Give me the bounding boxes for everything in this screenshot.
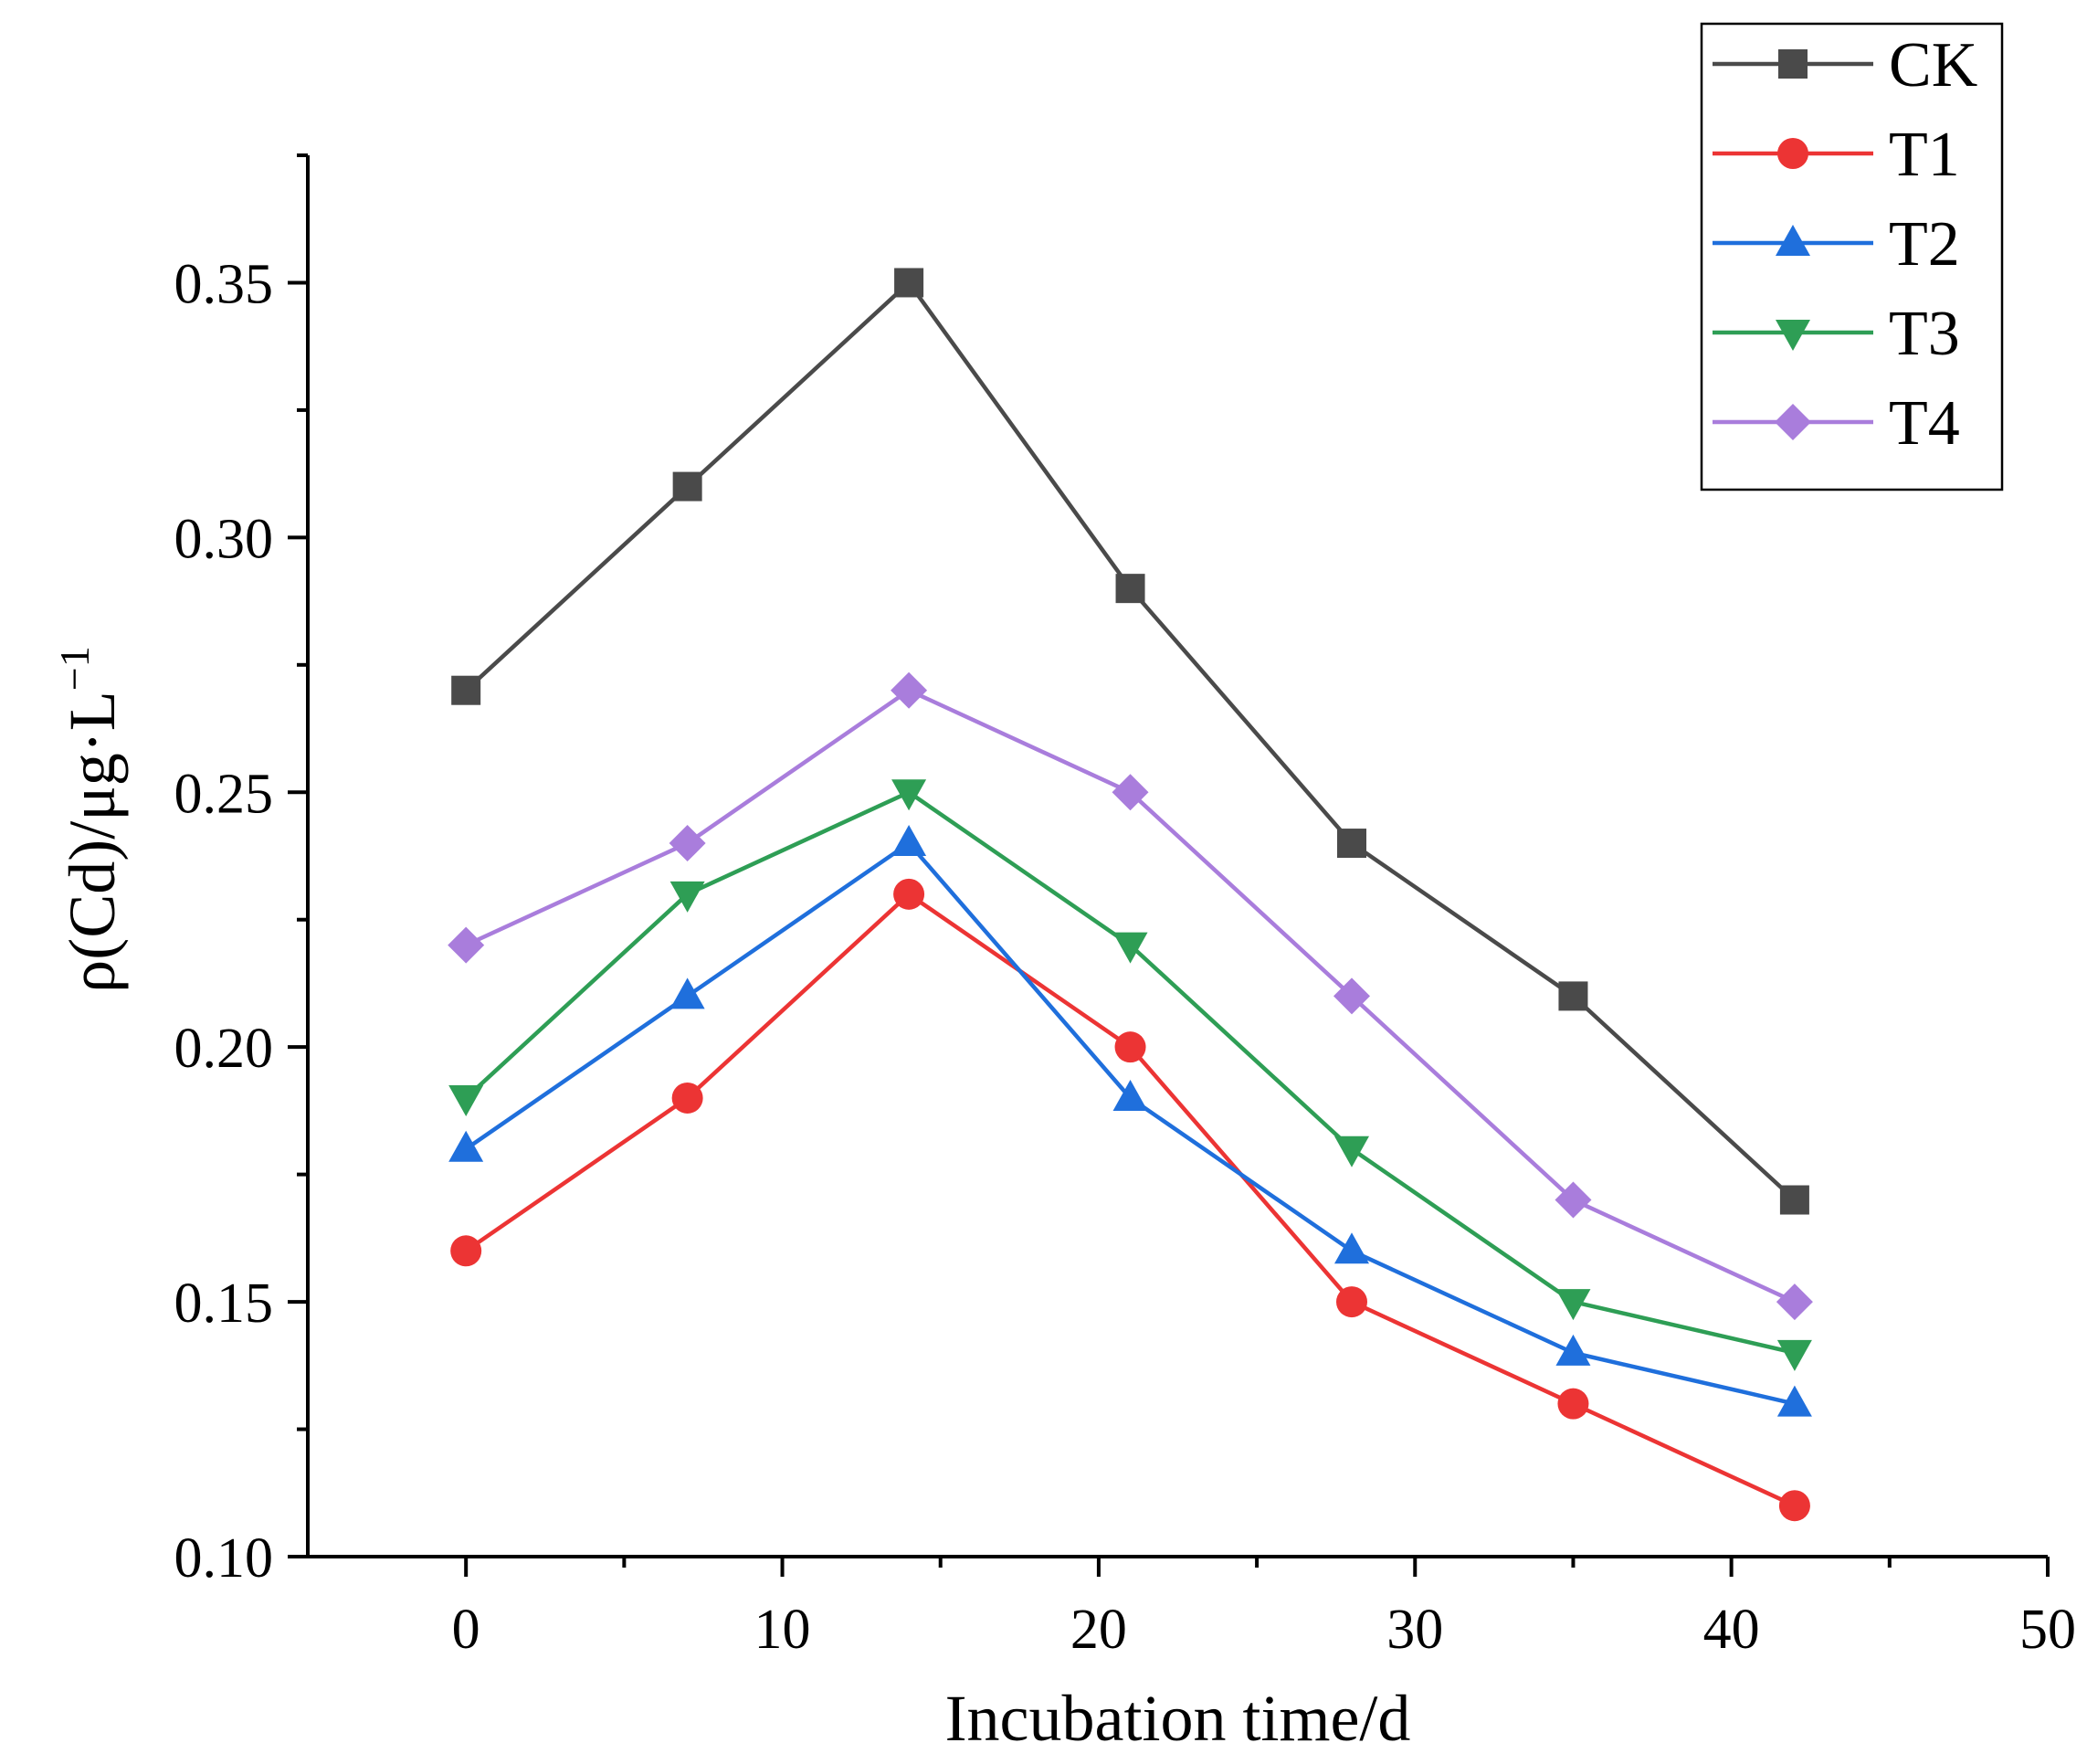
data-point-ck [1337,829,1366,859]
legend-item-ck: CK [1713,30,1977,100]
series-line-t2 [464,840,1796,1406]
x-tick-label: 10 [754,1599,811,1661]
data-point-t2 [1555,1334,1591,1366]
legend-item-t2: T2 [1713,209,1960,280]
legend-label-t2: T2 [1889,209,1960,280]
data-point-t3 [1776,1339,1812,1371]
data-point-t4 [1112,774,1149,811]
data-point-t3 [448,1084,484,1116]
data-point-t4 [1555,1181,1592,1219]
x-tick-label: 50 [2019,1599,2076,1661]
y-tick-label: 0.15 [174,1273,274,1335]
data-point-t2 [891,825,927,857]
data-point-t1 [1778,1490,1810,1522]
y-axis-title-superscript: −1 [51,646,98,691]
series-layer [448,268,1813,1522]
data-point-t1 [893,878,925,910]
legend-item-t4: T4 [1713,388,1960,459]
y-axis-title-text: ρ(Cd)/μg·L [56,691,129,992]
series-t3 [448,779,1812,1371]
x-tick-label: 20 [1070,1599,1127,1661]
legend-box [1700,22,2004,491]
legend-marker-ck [1778,49,1808,79]
data-point-t3 [1334,1136,1369,1167]
data-point-ck [1115,574,1145,604]
data-point-t4 [1776,1283,1813,1321]
data-point-t4 [669,825,706,862]
data-point-t3 [1112,932,1148,964]
data-point-t3 [1555,1289,1591,1321]
data-point-t2 [448,1130,484,1162]
data-point-ck [672,471,702,502]
data-point-t2 [1334,1232,1369,1264]
data-point-t1 [450,1235,482,1267]
data-point-t4 [1333,977,1370,1015]
legend-marker-t1 [1777,138,1808,169]
data-point-t1 [1336,1286,1367,1318]
legend-label-t3: T3 [1889,299,1960,369]
legend-label-t1: T1 [1889,120,1960,190]
data-point-t2 [669,977,705,1009]
x-tick-label: 30 [1386,1599,1443,1661]
y-tick-label: 0.30 [174,508,274,570]
data-point-t1 [1557,1388,1589,1420]
legend-label-ck: CK [1889,30,1977,100]
legend-item-t3: T3 [1713,299,1960,369]
legend-marker-t4 [1775,404,1811,440]
y-tick-label: 0.20 [174,1018,274,1080]
y-axis-title: ρ(Cd)/μg·L−1 [51,646,129,992]
axes: 0 10 20 30 40 50 0.10 0.15 0.20 0.25 0.30 0.35 Incub… [51,153,2076,1755]
series-t4 [448,671,1813,1321]
y-tick-label: 0.10 [174,1527,274,1590]
legend-marker-t3 [1776,320,1810,351]
legend-marker-t2 [1776,225,1810,256]
legend-label-t4: T4 [1889,388,1960,459]
data-point-t3 [891,779,927,811]
data-point-t2 [1112,1079,1148,1111]
legend-item-t1: T1 [1713,120,1960,190]
x-tick-label: 40 [1703,1599,1760,1661]
data-point-t4 [891,671,928,709]
data-point-ck [1558,981,1588,1011]
y-tick-label: 0.35 [174,253,274,315]
data-point-ck [451,675,481,705]
series-line-t3 [464,790,1796,1356]
data-point-t3 [669,881,705,913]
data-point-t1 [671,1082,703,1114]
x-tick-label: 0 [452,1599,480,1661]
legend: CK T1 T2 T3 T4 [1700,22,2004,491]
data-point-t2 [1776,1385,1812,1417]
series-t1 [450,878,1810,1522]
series-line-t1 [464,892,1796,1508]
series-t2 [448,825,1812,1417]
x-axis-title: Incubation time/d [945,1682,1411,1755]
series-ck [451,268,1809,1215]
y-tick-label: 0.25 [174,763,274,825]
data-point-t4 [448,926,485,964]
data-point-t1 [1114,1031,1146,1063]
data-point-ck [1779,1185,1809,1215]
data-point-ck [894,268,924,298]
